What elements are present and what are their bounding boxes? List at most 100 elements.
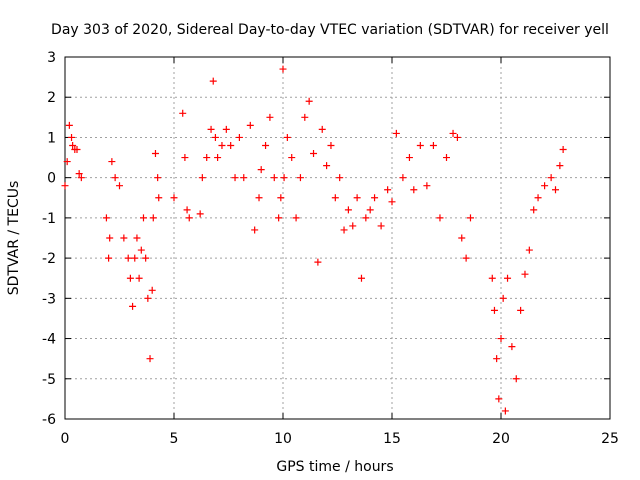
data-point <box>556 162 564 170</box>
data-point <box>405 154 413 162</box>
data-point <box>251 226 259 234</box>
data-point <box>65 121 73 129</box>
y-tick-label: 0 <box>47 171 56 187</box>
data-point <box>305 97 313 105</box>
grid <box>65 57 610 419</box>
data-point <box>288 154 296 162</box>
y-axis-label: SDTVAR / TECUs <box>6 181 22 296</box>
data-point <box>314 258 322 266</box>
data-point <box>331 194 339 202</box>
data-point <box>488 274 496 282</box>
data-point <box>466 214 474 222</box>
data-point <box>547 174 555 182</box>
data-point <box>362 214 370 222</box>
data-point <box>493 355 501 363</box>
data-point <box>277 194 285 202</box>
data-point <box>68 133 76 141</box>
data-point <box>423 182 431 190</box>
data-point <box>257 166 265 174</box>
data-point <box>181 154 189 162</box>
data-point <box>106 234 114 242</box>
data-point <box>530 206 538 214</box>
data-point <box>133 234 141 242</box>
data-point <box>318 125 326 133</box>
data-point <box>517 306 525 314</box>
data-point <box>108 158 116 166</box>
data-point <box>377 222 385 230</box>
data-point <box>75 170 83 178</box>
data-point <box>183 206 191 214</box>
plot-frame <box>64 56 611 420</box>
data-point <box>142 254 150 262</box>
data-point <box>135 274 143 282</box>
data-point <box>323 162 331 170</box>
data-point <box>292 214 300 222</box>
x-tick-label: 25 <box>601 431 619 447</box>
data-point <box>344 206 352 214</box>
data-point <box>280 174 288 182</box>
data-point <box>416 141 424 149</box>
data-point <box>453 133 461 141</box>
data-point <box>120 234 128 242</box>
data-point <box>196 210 204 218</box>
data-point <box>255 194 263 202</box>
data-point <box>146 355 154 363</box>
data-point <box>301 113 309 121</box>
data-point <box>240 174 248 182</box>
data-point <box>246 121 254 129</box>
data-point <box>340 226 348 234</box>
data-point <box>235 133 243 141</box>
x-tick-label: 0 <box>61 431 70 447</box>
data-point <box>211 133 219 141</box>
data-point <box>388 198 396 206</box>
data-point <box>63 158 71 166</box>
data-point <box>371 194 379 202</box>
data-point <box>124 254 132 262</box>
data-point <box>266 113 274 121</box>
data-point <box>399 174 407 182</box>
data-point <box>525 246 533 254</box>
data-point <box>198 174 206 182</box>
data-point <box>155 194 163 202</box>
data-point <box>227 141 235 149</box>
data-point <box>105 254 113 262</box>
data-point <box>296 174 304 182</box>
data-point <box>508 343 516 351</box>
data-point <box>73 146 81 154</box>
x-tick-label: 20 <box>492 431 510 447</box>
data-point <box>552 186 559 194</box>
data-point <box>504 274 512 282</box>
data-point <box>218 141 226 149</box>
data-point <box>366 206 374 214</box>
data-point <box>501 407 509 415</box>
data-point <box>102 214 110 222</box>
y-tick-label: 3 <box>47 50 56 66</box>
data-point <box>384 186 392 194</box>
data-point <box>77 174 85 182</box>
data-point <box>170 194 178 202</box>
data-point <box>154 174 162 182</box>
data-point <box>126 274 134 282</box>
data-point <box>410 186 418 194</box>
data-point <box>499 294 507 302</box>
data-point <box>534 194 542 202</box>
data-point <box>148 286 156 294</box>
data-point <box>222 125 230 133</box>
data-point <box>429 141 437 149</box>
data-point <box>262 141 270 149</box>
data-point <box>203 154 211 162</box>
y-tick-label: -3 <box>42 291 56 307</box>
y-tick-label: 1 <box>47 130 56 146</box>
x-axis-label: GPS time / hours <box>276 459 393 475</box>
data-point <box>541 182 549 190</box>
y-tick-label: -2 <box>42 251 56 267</box>
y-tick-label: -1 <box>42 211 56 227</box>
data-point <box>357 274 365 282</box>
data-point <box>283 133 291 141</box>
data-point <box>61 182 69 190</box>
data-point <box>214 154 222 162</box>
data-point <box>131 254 139 262</box>
data-point <box>310 150 318 158</box>
data-point <box>353 194 361 202</box>
